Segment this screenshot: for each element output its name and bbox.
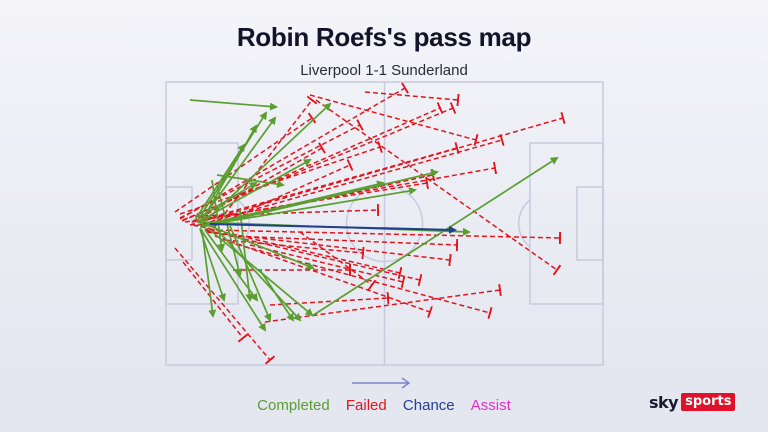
completed-pass-21 — [197, 159, 312, 223]
attack-direction-arrow — [352, 377, 411, 389]
completed-pass-26 — [199, 187, 417, 227]
failed-pass-9 — [194, 133, 505, 227]
failed-pass-23 — [229, 235, 459, 252]
failed-pass-29 — [299, 231, 377, 291]
failed-pass-8 — [189, 111, 566, 226]
completed-pass-3 — [199, 116, 277, 223]
legend-assist: Assist — [470, 397, 511, 414]
logo-sports: sports — [681, 393, 736, 411]
page-title: Robin Roefs's pass map — [236, 22, 532, 52]
pitch-markings — [165, 81, 604, 366]
failed-pass-34 — [194, 203, 380, 217]
legend-chance: Chance — [402, 397, 455, 414]
sky-sports-logo: sky sports — [649, 392, 736, 412]
completed-pass-17 — [211, 179, 226, 252]
completed-pass-22 — [199, 124, 257, 225]
completed-pass-23 — [197, 181, 258, 219]
right-penalty-arc — [517, 199, 531, 248]
chance-passes — [209, 223, 457, 234]
failed-pass-20 — [214, 235, 433, 318]
failed-pass-28 — [269, 291, 390, 306]
completed-pass-6 — [199, 180, 385, 227]
right-penalty-area — [529, 142, 604, 305]
failed-pass-15 — [209, 95, 318, 234]
completed-pass-13 — [209, 221, 302, 322]
completed-pass-10 — [199, 228, 226, 302]
legend: Completed Failed Chance Assist — [0, 397, 768, 414]
legend-failed: Failed — [345, 397, 387, 414]
failed-pass-1 — [174, 112, 317, 213]
completed-pass-12 — [199, 227, 267, 332]
failed-pass-24 — [249, 244, 406, 289]
completed-pass-15 — [204, 223, 315, 270]
failed-pass-25 — [174, 247, 276, 365]
completed-pass-1 — [189, 99, 278, 111]
completed-pass-25 — [259, 269, 295, 322]
failed-pass-31 — [315, 99, 562, 276]
completed-passes — [189, 99, 559, 332]
match-subtitle: Liverpool 1-1 Sunderland — [300, 62, 468, 79]
right-six-yard-box — [576, 186, 604, 261]
chance-pass-1 — [209, 223, 457, 234]
failed-pass-21 — [219, 239, 493, 320]
logo-sky: sky — [649, 392, 679, 412]
failed-pass-33 — [309, 94, 479, 147]
completed-pass-5 — [201, 102, 332, 225]
failed-pass-26 — [182, 261, 249, 343]
failed-pass-19 — [209, 229, 562, 245]
failed-pass-22 — [224, 239, 365, 260]
legend-completed: Completed — [257, 397, 330, 414]
failed-pass-11 — [197, 141, 460, 222]
completed-pass-19 — [216, 184, 243, 277]
completed-pass-24 — [311, 156, 559, 317]
completed-pass-14 — [229, 225, 272, 322]
left-six-yard-box — [165, 186, 193, 261]
completed-pass-8 — [194, 143, 246, 221]
completed-pass-9 — [201, 229, 217, 318]
failed-pass-32 — [364, 91, 460, 107]
